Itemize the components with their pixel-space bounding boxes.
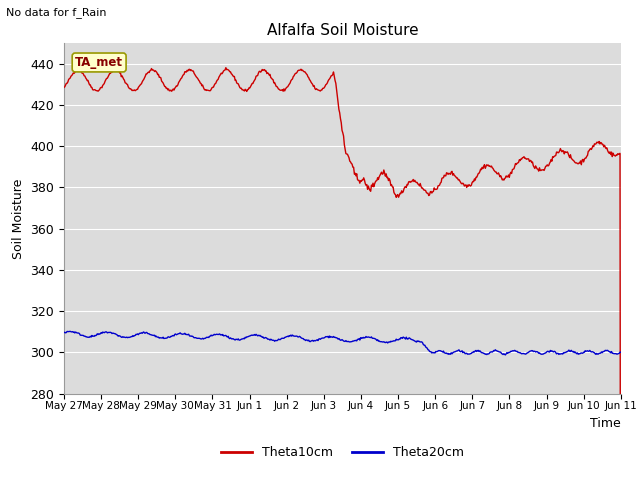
Title: Alfalfa Soil Moisture: Alfalfa Soil Moisture	[267, 23, 418, 38]
Legend: Theta10cm, Theta20cm: Theta10cm, Theta20cm	[216, 442, 469, 465]
Text: TA_met: TA_met	[75, 56, 123, 69]
X-axis label: Time: Time	[590, 417, 621, 430]
Y-axis label: Soil Moisture: Soil Moisture	[12, 178, 25, 259]
Text: No data for f_Rain: No data for f_Rain	[6, 7, 107, 18]
